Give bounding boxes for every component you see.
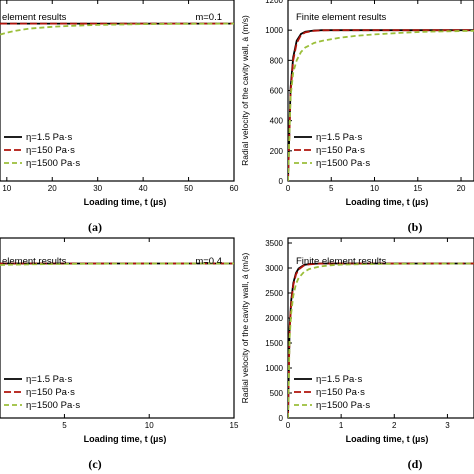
y-tick-label: 400 — [270, 117, 284, 126]
x-tick-label: 50 — [184, 184, 193, 193]
x-tick-label: 15 — [413, 184, 422, 193]
x-tick-label: 0 — [286, 421, 291, 430]
y-tick-label: 1000 — [265, 364, 283, 373]
legend-label-3: η=1500 Pa·s — [316, 158, 370, 169]
panel-c: (c) 5 10 15 Loading time, t (µs) element res… — [0, 237, 239, 471]
y-tick-label: 1500 — [265, 339, 283, 348]
x-axis-label: Loading time, t (µs) — [346, 434, 429, 444]
legend-label-3: η=1500 Pa·s — [316, 400, 370, 411]
y-tick-label: 500 — [270, 389, 284, 398]
x-tick-label: 30 — [93, 184, 102, 193]
parameter-label: m=0.4 — [195, 256, 222, 267]
y-tick-label: 1200 — [265, 0, 283, 5]
x-tick-label: 10 — [145, 421, 154, 430]
x-tick-label: 15 — [230, 421, 239, 430]
y-tick-label: 600 — [270, 87, 284, 96]
y-tick-label: 2500 — [265, 289, 283, 298]
legend-label-3: η=1500 Pa·s — [26, 158, 80, 169]
series-group — [288, 262, 474, 418]
panel-label-b: (b) — [408, 220, 423, 234]
legend-label-2: η=150 Pa·s — [316, 145, 365, 156]
x-tick-label: 1 — [339, 421, 344, 430]
plot-annotation: Finite element results — [296, 12, 387, 23]
series-line-3 — [0, 262, 234, 266]
panel-b: (b) 0 5 10 15 20020040060080010001200Loading… — [240, 0, 474, 234]
series-line-3 — [288, 262, 474, 418]
y-tick-label: 0 — [279, 177, 284, 186]
x-tick-label: 5 — [62, 421, 67, 430]
x-tick-label: 10 — [370, 184, 379, 193]
plot-frame — [287, 237, 474, 419]
y-axis-label: Radial velocity of the cavity wall, ȧ (m… — [240, 252, 250, 403]
y-tick-label: 0 — [279, 414, 284, 423]
legend-label-2: η=150 Pa·s — [26, 145, 75, 156]
y-tick-label: 2000 — [265, 314, 283, 323]
y-tick-label: 3000 — [265, 264, 283, 273]
x-tick-label: 60 — [230, 184, 239, 193]
parameter-label: m=0.1 — [195, 12, 222, 23]
legend-label-1: η=1.5 Pa·s — [26, 374, 72, 385]
x-axis-label: Loading time, t (µs) — [84, 434, 167, 444]
legend-label-1: η=1.5 Pa·s — [316, 132, 362, 143]
plot-frame — [0, 0, 235, 182]
plot-frame — [0, 237, 235, 419]
panel-label-d: (d) — [408, 457, 423, 471]
series-group — [288, 29, 474, 181]
x-tick-label: 0 — [286, 184, 291, 193]
y-tick-label: 200 — [270, 147, 284, 156]
y-tick-label: 3500 — [265, 239, 283, 248]
legend-label-3: η=1500 Pa·s — [26, 400, 80, 411]
x-tick-label: 10 — [2, 184, 11, 193]
x-tick-label: 2 — [392, 421, 397, 430]
x-tick-label: 20 — [48, 184, 57, 193]
y-tick-label: 1000 — [265, 26, 283, 35]
x-axis-label: Loading time, t (µs) — [346, 197, 429, 207]
panel-a: (a) 10 20 30 40 50 60 Loading time, t (µs) elem… — [0, 0, 239, 234]
x-tick-label: 5 — [329, 184, 334, 193]
plot-annotation: Finite element results — [296, 256, 387, 267]
x-tick-label: 20 — [457, 184, 466, 193]
legend-label-2: η=150 Pa·s — [316, 387, 365, 398]
plot-annotation: element results — [2, 256, 67, 267]
legend-label-1: η=1.5 Pa·s — [26, 132, 72, 143]
x-tick-label: 3 — [445, 421, 450, 430]
plot-annotation: element results — [2, 12, 67, 23]
legend-label-2: η=150 Pa·s — [26, 387, 75, 398]
panel-label-c: (c) — [88, 457, 101, 471]
panel-label-a: (a) — [88, 220, 102, 234]
series-group — [0, 22, 234, 36]
x-tick-label: 40 — [139, 184, 148, 193]
x-axis-label: Loading time, t (µs) — [84, 197, 167, 207]
panel-d: (d) 0 1 2 3 0 500 1000 1500 2000 2500 3000 3500 Load… — [240, 237, 474, 471]
y-tick-label: 800 — [270, 56, 284, 65]
series-line-3 — [0, 22, 234, 36]
series-group — [0, 262, 234, 266]
y-axis-label: Radial velocity of the cavity wall, ȧ (m… — [240, 15, 250, 166]
legend-label-1: η=1.5 Pa·s — [316, 374, 362, 385]
